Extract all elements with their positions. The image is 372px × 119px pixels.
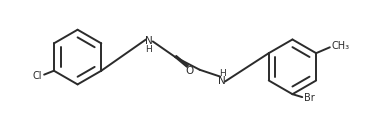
Text: N: N: [218, 77, 226, 87]
Text: CH₃: CH₃: [332, 41, 350, 51]
Text: Cl: Cl: [33, 71, 42, 81]
Text: H: H: [219, 69, 225, 78]
Text: H: H: [145, 45, 152, 54]
Text: N: N: [145, 36, 153, 46]
Text: Br: Br: [304, 93, 315, 103]
Text: O: O: [186, 66, 194, 76]
